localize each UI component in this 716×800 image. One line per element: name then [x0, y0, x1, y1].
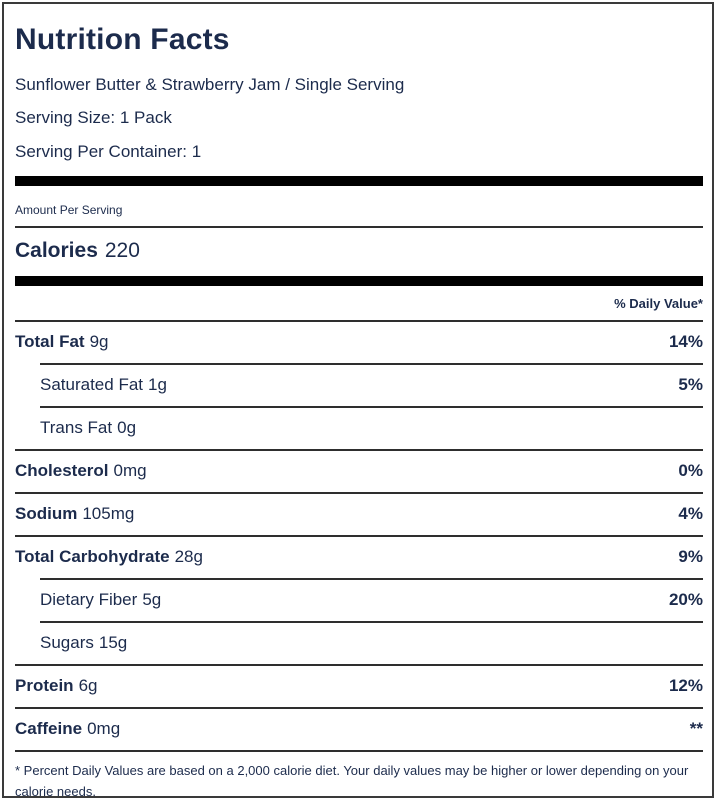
thick-divider-bar: [15, 276, 703, 287]
nutrient-row-protein: Protein 6g 12%: [15, 664, 703, 707]
nutrient-daily-value: **: [689, 719, 703, 739]
nutrient-name: Cholesterol: [15, 461, 109, 481]
label-title: Nutrition Facts: [15, 23, 230, 56]
daily-value-header: % Daily Value*: [614, 296, 703, 312]
nutrient-name: Trans Fat: [40, 418, 113, 438]
nutrient-amount: 5g: [142, 590, 162, 610]
nutrient-daily-value: 12%: [668, 676, 703, 696]
nutrient-amount: 15g: [98, 633, 128, 653]
calories-label: Calories: [15, 239, 98, 263]
calories-value: 220: [104, 239, 140, 263]
nutrient-amount: 105mg: [82, 504, 135, 524]
nutrient-daily-value: 5%: [678, 375, 703, 395]
nutrient-daily-value: 9%: [678, 547, 703, 567]
nutrient-amount: 1g: [148, 375, 167, 395]
nutrient-amount: 0g: [117, 418, 137, 438]
nutrient-name: Saturated Fat: [40, 375, 144, 395]
percent-dv-footnote: * Percent Daily Values are based on a 2,…: [15, 763, 689, 798]
nutrient-row-total-carbohydrate: Total Carbohydrate 28g 9%: [15, 535, 703, 578]
nutrient-amount: 0mg: [113, 461, 147, 481]
nutrient-name: Total Fat: [15, 332, 85, 352]
nutrient-daily-value: 4%: [678, 504, 703, 524]
nutrient-amount: 9g: [89, 332, 109, 352]
nutrient-row-cholesterol: Cholesterol 0mg 0%: [15, 449, 703, 492]
calories-row: Calories 220: [15, 228, 703, 276]
nutrient-amount: 0mg: [87, 719, 121, 739]
nutrient-amount: 6g: [78, 676, 98, 696]
nutrient-name: Protein: [15, 676, 74, 696]
servings-per-container: Serving Per Container: 1: [15, 141, 202, 161]
nutrient-amount: 28g: [174, 547, 203, 567]
nutrient-daily-value: 14%: [668, 332, 703, 352]
nutrient-name: Dietary Fiber: [40, 590, 138, 610]
product-name: Sunflower Butter & Strawberry Jam / Sing…: [15, 75, 405, 94]
nutrient-name: Caffeine: [15, 719, 83, 739]
nutrient-row-trans-fat: Trans Fat 0g: [40, 406, 703, 449]
nutrient-name: Total Carbohydrate: [15, 547, 170, 567]
nutrient-row-sodium: Sodium 105mg 4%: [15, 492, 703, 535]
nutrient-row-saturated-fat: Saturated Fat 1g 5%: [40, 363, 703, 406]
nutrient-daily-value: 0%: [678, 461, 703, 481]
nutrient-daily-value: 20%: [668, 590, 703, 610]
nutrient-row-caffeine: Caffeine 0mg **: [15, 707, 703, 750]
nutrient-name: Sodium: [15, 504, 78, 524]
nutrient-row-dietary-fiber: Dietary Fiber 5g 20%: [40, 578, 703, 621]
amount-per-serving-label: Amount Per Serving: [15, 203, 703, 229]
nutrient-name: Sugars: [40, 633, 94, 653]
thick-divider-bar: [15, 176, 703, 187]
nutrient-row-total-fat: Total Fat 9g 14%: [15, 320, 703, 363]
nutrient-row-sugars: Sugars 15g: [40, 621, 703, 664]
footnotes: * Percent Daily Values are based on a 2,…: [15, 750, 703, 798]
serving-size: Serving Size: 1 Pack: [15, 108, 172, 128]
